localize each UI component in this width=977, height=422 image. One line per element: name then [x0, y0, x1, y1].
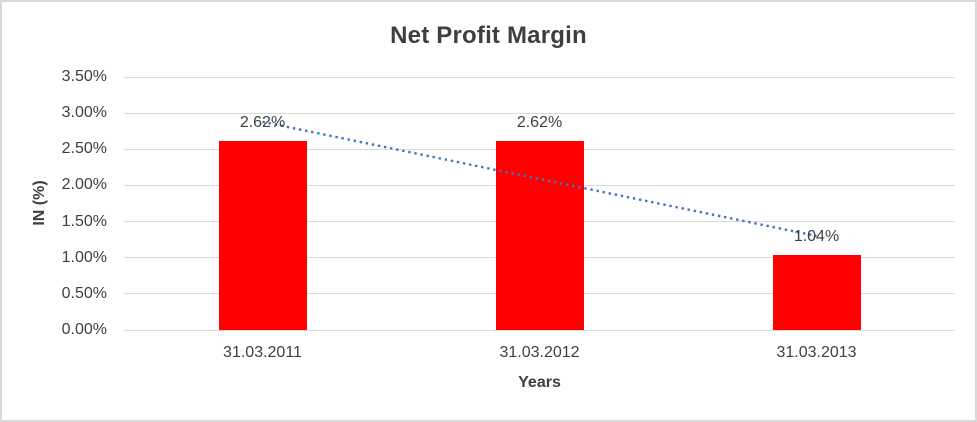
data-label: 2.62% [239, 113, 286, 131]
y-tick-label: 0.00% [61, 321, 107, 338]
chart-title: Net Profit Margin [390, 22, 587, 49]
y-axis-title: IN (%) [31, 180, 48, 226]
y-tick-label: 3.00% [61, 104, 107, 122]
gridline [124, 76, 955, 78]
y-tick-label: 2.50% [61, 140, 107, 158]
y-tick-label: 1.00% [61, 248, 107, 266]
x-axis-title: Years [518, 374, 561, 391]
x-tick-label: 31.03.2012 [499, 344, 580, 361]
x-tick-label: 31.03.2011 [223, 344, 302, 361]
gridline [124, 112, 955, 114]
bar-31.03.2012 [495, 140, 584, 330]
data-label: 1.04% [793, 227, 840, 245]
y-tick-label: 0.50% [61, 284, 107, 302]
y-tick-label: 2.00% [61, 176, 107, 194]
bar-31.03.2011 [218, 140, 307, 330]
y-tick-label: 3.50% [61, 68, 107, 85]
gridline [124, 329, 955, 331]
y-tick-label: 1.50% [61, 212, 107, 230]
data-label: 2.62% [516, 113, 563, 131]
x-tick-label: 31.03.2013 [776, 344, 857, 361]
bar-31.03.2013 [772, 254, 861, 330]
